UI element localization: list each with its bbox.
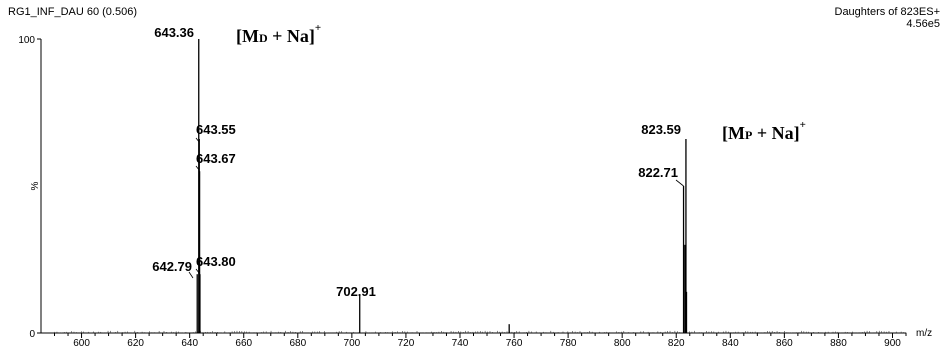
annotation-mp-na: [MP + Na]+ <box>722 119 806 145</box>
x-tick-label-13: 860 <box>776 338 793 349</box>
annotation-md-na: [MD + Na]+ <box>236 22 321 48</box>
x-tick-label-8: 760 <box>506 338 523 349</box>
x-tick-label-10: 800 <box>614 338 631 349</box>
header-left-text: RG1_INF_DAU 60 (0.506) <box>8 6 137 18</box>
x-tick-label-2: 640 <box>181 338 198 349</box>
annotation-md-sub: D <box>258 31 268 45</box>
x-tick-label-9: 780 <box>560 338 577 349</box>
x-tick-label-14: 880 <box>830 338 847 349</box>
peak-label-643-36: 643.36 <box>154 25 194 40</box>
annotation-md-open: [M <box>236 26 259 46</box>
peak-label-643-67-leader <box>195 165 200 171</box>
annotation-mp-open: [M <box>722 123 745 143</box>
peak-label-643-55-leader <box>195 137 200 143</box>
peak-label-822-71: 822.71 <box>638 165 678 180</box>
annotation-mp-sub: P <box>744 128 753 142</box>
peak-label-702-91: 702.91 <box>336 284 376 299</box>
x-tick-label-15: 900 <box>884 338 901 349</box>
y-tick-label-0: 0 <box>29 329 35 340</box>
peak-label-822-71-leader <box>675 179 684 187</box>
annotation-mp-sup: + <box>799 119 806 131</box>
x-tick-label-6: 720 <box>398 338 415 349</box>
y-axis-label: % <box>30 181 41 190</box>
x-tick-label-0: 600 <box>73 338 90 349</box>
x-axis-label: m/z <box>916 328 932 339</box>
x-tick-label-7: 740 <box>452 338 469 349</box>
x-tick-label-11: 820 <box>668 338 685 349</box>
x-tick-label-1: 620 <box>127 338 144 349</box>
peak-label-642-79-leader <box>188 271 194 279</box>
peak-label-643-67: 643.67 <box>196 151 236 166</box>
annotation-mp-rest: + Na] <box>752 123 800 143</box>
x-tick-label-12: 840 <box>722 338 739 349</box>
x-tick-label-5: 700 <box>344 338 361 349</box>
peak-label-823-59: 823.59 <box>641 122 681 137</box>
annotation-md-rest: + Na] <box>267 26 315 46</box>
x-tick-label-3: 660 <box>235 338 252 349</box>
header-right-line1: Daughters of 823ES+ <box>834 6 941 18</box>
header-right-line2: 4.56e5 <box>906 18 940 30</box>
annotation-md-sup: + <box>314 22 322 34</box>
peak-label-642-79: 642.79 <box>152 259 192 274</box>
y-tick-label-1: 100 <box>18 35 35 46</box>
peak-label-643-80: 643.80 <box>196 254 236 269</box>
peak-label-643-80-leader <box>195 268 200 274</box>
x-tick-label-4: 680 <box>289 338 306 349</box>
peak-label-643-55: 643.55 <box>196 122 236 137</box>
